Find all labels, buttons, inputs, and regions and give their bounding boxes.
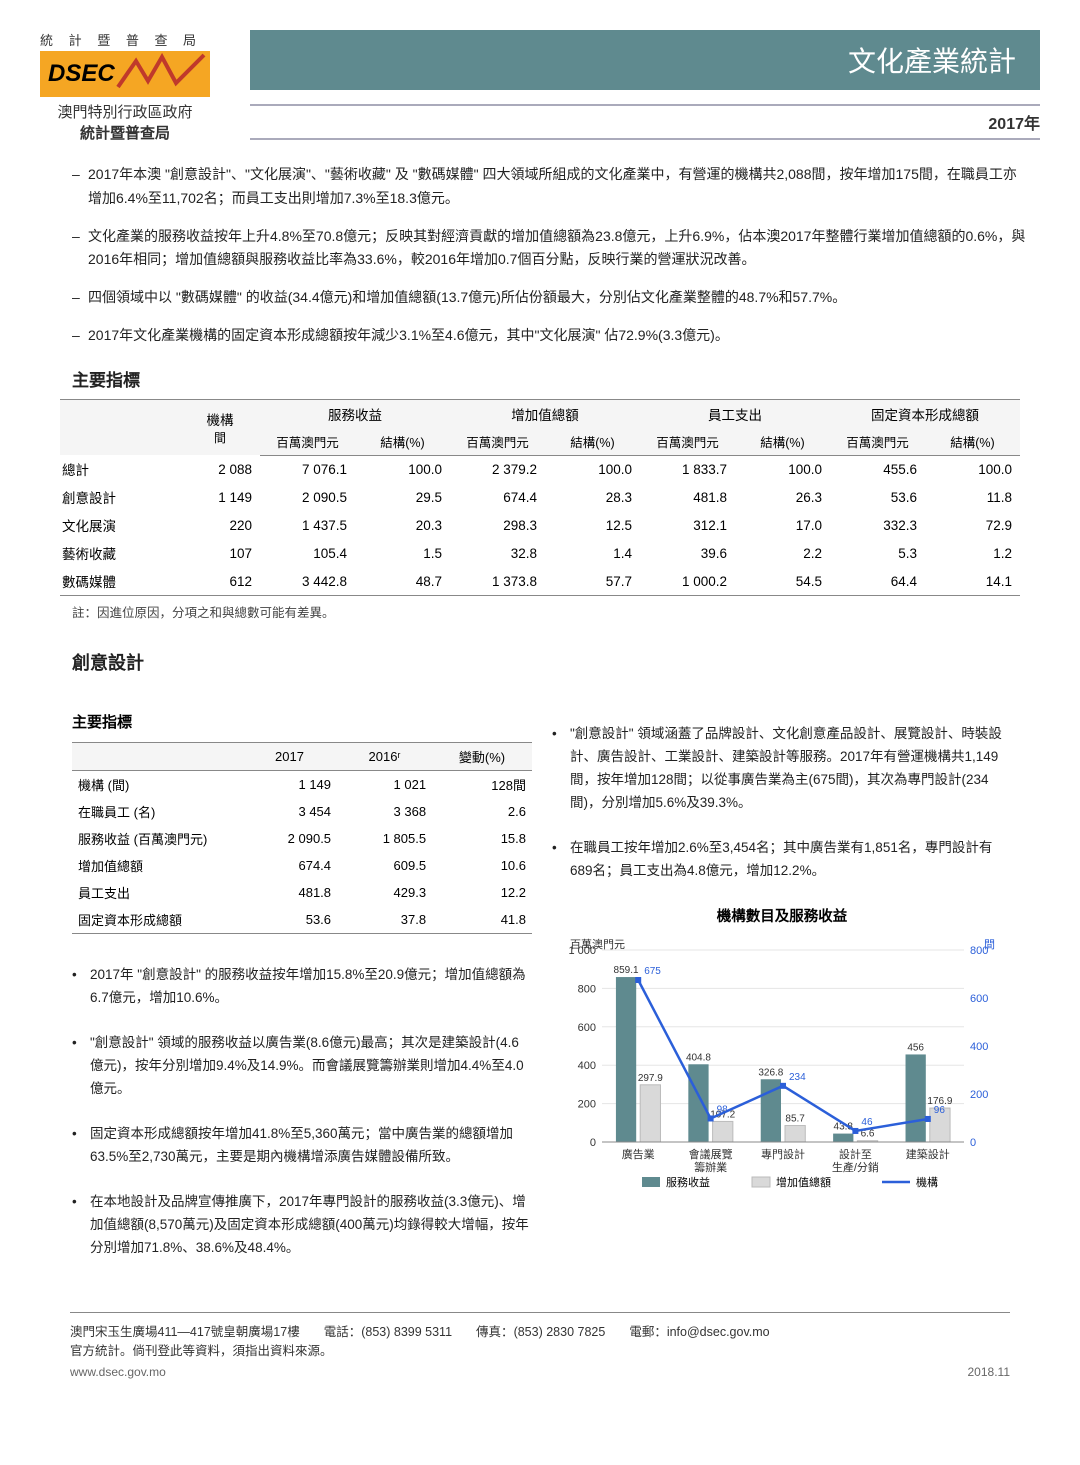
svg-text:859.1: 859.1 (614, 965, 639, 976)
svg-text:200: 200 (970, 1089, 988, 1101)
svg-text:98: 98 (717, 1104, 729, 1115)
footer-line2: 官方統計。倘刊登此等資料，須指出資料來源。 (70, 1340, 1010, 1359)
cd-sub-title: 主要指標 (72, 711, 532, 732)
svg-text:0: 0 (590, 1137, 596, 1149)
main-indicators-title: 主要指標 (72, 366, 1040, 391)
gov-line1: 澳門特別行政區政府 (40, 101, 210, 122)
svg-text:400: 400 (578, 1060, 596, 1072)
svg-text:0: 0 (970, 1137, 976, 1149)
footer-tel: 電話：(853) 8399 5311 (324, 1321, 452, 1340)
main-indicators-table: 機構間服務收益增加值總額員工支出固定資本形成總額百萬澳門元結構(%)百萬澳門元結… (60, 399, 1020, 597)
title-bar: 文化產業統計 (250, 30, 1040, 90)
cd-section-title: 創意設計 (72, 649, 1040, 675)
svg-text:機構: 機構 (916, 1175, 938, 1189)
cd-indicators-table: 20172016ʳ變動(%)機構 (間)1 1491 021128間在職員工 (… (72, 742, 532, 934)
svg-text:會議展覽: 會議展覽 (689, 1147, 733, 1161)
gov-line2: 統計暨普查局 (40, 122, 210, 143)
svg-text:百萬澳門元: 百萬澳門元 (570, 938, 625, 951)
cd-left-notes: 2017年 "創意設計" 的服務收益按年增加15.8%至20.9億元；增加值總額… (72, 964, 532, 1259)
chart-title: 機構數目及服務收益 (552, 905, 1012, 926)
agency-letters: 統 計 暨 普 查 局 (40, 30, 220, 49)
svg-text:生產/分銷: 生產/分銷 (832, 1160, 879, 1174)
table-note: 註：因進位原因，分項之和與總數可能有差異。 (72, 602, 1040, 621)
footer-pub: 2018.11 (968, 1365, 1011, 1379)
note-item: 在本地設計及品牌宣傳推廣下，2017年專門設計的服務收益(3.3億元)、增加值總… (72, 1191, 532, 1260)
svg-text:專門設計: 專門設計 (761, 1147, 805, 1161)
svg-text:456: 456 (907, 1042, 924, 1053)
svg-text:800: 800 (578, 983, 596, 995)
svg-text:廣告業: 廣告業 (622, 1147, 655, 1161)
svg-text:間: 間 (984, 938, 995, 951)
doc-title: 文化產業統計 (848, 40, 1016, 80)
svg-text:404.8: 404.8 (686, 1052, 711, 1063)
svg-text:234: 234 (789, 1072, 806, 1083)
highlight-item: 2017年文化產業機構的固定資本形成總額按年減少3.1%至4.6億元，其中"文化… (72, 324, 1030, 348)
svg-text:85.7: 85.7 (785, 1113, 805, 1124)
svg-text:326.8: 326.8 (758, 1067, 783, 1078)
note-item: 2017年 "創意設計" 的服務收益按年增加15.8%至20.9億元；增加值總額… (72, 964, 532, 1010)
svg-text:服務收益: 服務收益 (666, 1175, 710, 1189)
svg-text:200: 200 (578, 1099, 596, 1111)
svg-text:400: 400 (970, 1041, 988, 1053)
footer-email: 電郵：info@dsec.gov.mo (629, 1321, 769, 1340)
svg-text:增加值總額: 增加值總額 (776, 1175, 831, 1189)
year: 2017年 (988, 116, 1040, 133)
note-item: "創意設計" 領域涵蓋了品牌設計、文化創意產品設計、展覽設計、時裝設計、廣告設計… (552, 723, 1012, 815)
cd-right-notes: "創意設計" 領域涵蓋了品牌設計、文化創意產品設計、展覽設計、時裝設計、廣告設計… (552, 723, 1012, 883)
svg-text:675: 675 (644, 966, 661, 977)
svg-text:46: 46 (861, 1117, 873, 1128)
svg-text:籌辦業: 籌辦業 (694, 1160, 727, 1174)
highlight-item: 文化產業的服務收益按年上升4.8%至70.8億元；反映其對經濟貢獻的增加值總額為… (72, 225, 1030, 273)
highlight-item: 2017年本澳 "創意設計"、"文化展演"、"藝術收藏" 及 "數碼媒體" 四大… (72, 163, 1030, 211)
note-item: "創意設計" 領域的服務收益以廣告業(8.6億元)最高；其次是建築設計(4.6億… (72, 1032, 532, 1101)
logo-block: 統 計 暨 普 查 局 DSEC 澳門特別行政區政府 統計暨普查局 (40, 30, 220, 143)
svg-text:600: 600 (970, 993, 988, 1005)
svg-text:297.9: 297.9 (638, 1073, 663, 1084)
footer-fax: 傳真：(853) 2830 7825 (476, 1321, 605, 1340)
highlight-item: 四個領域中以 "數碼媒體" 的收益(34.4億元)和增加值總額(13.7億元)所… (72, 286, 1030, 310)
svg-text:96: 96 (934, 1105, 946, 1116)
footer: 澳門宋玉生廣場411—417號皇朝廣場17樓 電話：(853) 8399 531… (70, 1312, 1010, 1387)
note-item: 固定資本形成總額按年增加41.8%至5,360萬元；當中廣告業的總額增加63.5… (72, 1123, 532, 1169)
highlights-list: 2017年本澳 "創意設計"、"文化展演"、"藝術收藏" 及 "數碼媒體" 四大… (72, 163, 1030, 348)
svg-text:600: 600 (578, 1022, 596, 1034)
footer-addr: 澳門宋玉生廣場411—417號皇朝廣場17樓 (70, 1321, 300, 1340)
svg-text:設計至: 設計至 (839, 1147, 872, 1161)
note-item: 在職員工按年增加2.6%至3,454名；其中廣告業有1,851名，專門設計有68… (552, 837, 1012, 883)
dsec-logo: DSEC (40, 51, 210, 97)
svg-text:建築設計: 建築設計 (906, 1147, 950, 1161)
footer-site: www.dsec.gov.mo (70, 1365, 166, 1379)
cd-chart: 02004006008001 0000200400600800百萬澳門元間859… (552, 936, 1012, 1196)
